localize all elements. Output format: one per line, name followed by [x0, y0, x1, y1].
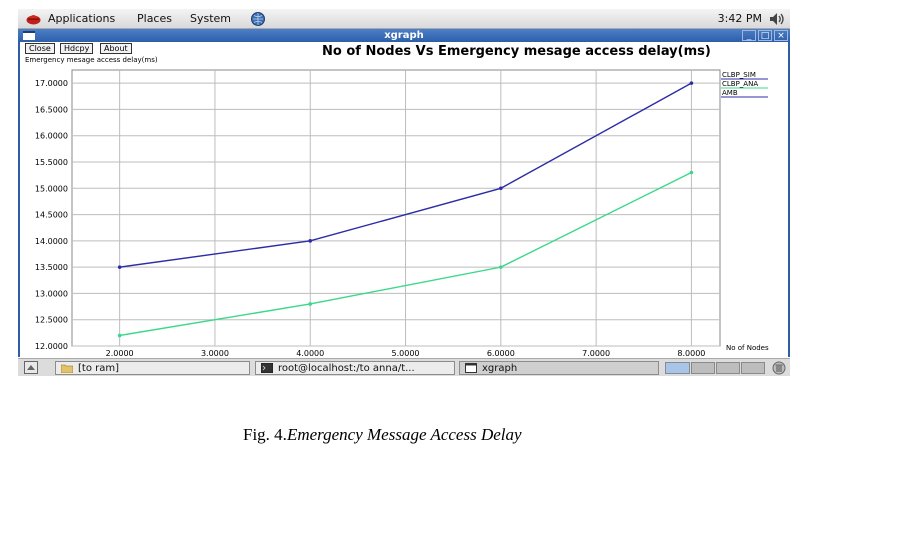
- workspace-3[interactable]: [716, 362, 740, 374]
- show-desktop-icon[interactable]: [24, 361, 38, 374]
- window-icon: [465, 363, 477, 373]
- close-button[interactable]: Close: [25, 43, 55, 54]
- workspace-4[interactable]: [741, 362, 765, 374]
- volume-icon[interactable]: [768, 11, 786, 27]
- hardcopy-button[interactable]: Hdcpy: [60, 43, 94, 54]
- bottom-taskbar: [to ram] root@localhost:/to anna/t... xg…: [18, 358, 790, 376]
- window-titlebar[interactable]: xgraph _ □ ×: [18, 29, 790, 42]
- task-label: [to ram]: [78, 363, 120, 374]
- caption-prefix: Fig. 4.: [243, 425, 287, 444]
- menu-places[interactable]: Places: [137, 12, 172, 25]
- about-button[interactable]: About: [100, 43, 132, 54]
- task-terminal[interactable]: root@localhost:/to anna/t...: [255, 361, 455, 375]
- minimize-button[interactable]: _: [742, 30, 756, 41]
- fedora-icon[interactable]: [26, 12, 41, 25]
- close-window-button[interactable]: ×: [774, 30, 788, 41]
- terminal-icon: [261, 363, 273, 373]
- y-axis-label: Emergency mesage access delay(ms): [25, 56, 158, 64]
- window-title: xgraph: [384, 30, 424, 41]
- trash-icon[interactable]: [772, 361, 786, 375]
- window-menu-icon[interactable]: [23, 31, 35, 40]
- folder-icon: [61, 364, 73, 373]
- xgraph-window: Close Hdcpy About No of Nodes Vs Emergen…: [18, 42, 790, 357]
- menu-system[interactable]: System: [190, 12, 232, 25]
- task-label: root@localhost:/to anna/t...: [278, 363, 415, 374]
- task-label: xgraph: [482, 363, 518, 374]
- menu-applications[interactable]: Applications: [48, 12, 116, 25]
- maximize-button[interactable]: □: [758, 30, 772, 41]
- task-xgraph[interactable]: xgraph: [459, 361, 659, 375]
- clock[interactable]: 3:42 PM: [717, 12, 762, 25]
- workspace-2[interactable]: [691, 362, 715, 374]
- top-panel: Applications Places System 3:42 PM: [18, 9, 790, 29]
- task-to-ram[interactable]: [to ram]: [55, 361, 250, 375]
- chart-title: No of Nodes Vs Emergency mesage access d…: [322, 44, 711, 59]
- workspace-1[interactable]: [665, 362, 690, 374]
- network-globe-icon[interactable]: [250, 11, 266, 27]
- caption-text: Emergency Message Access Delay: [286, 425, 522, 444]
